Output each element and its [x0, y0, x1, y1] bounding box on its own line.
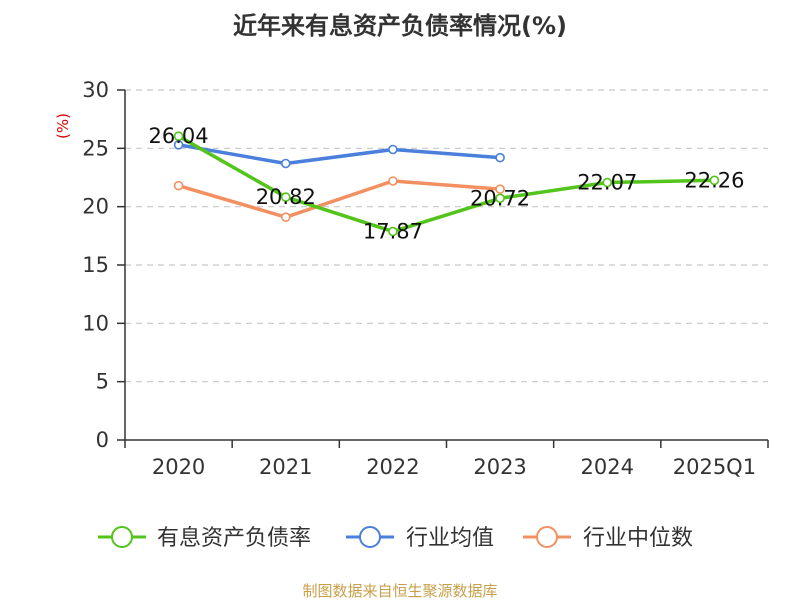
data-point — [388, 226, 398, 237]
grid-lines — [125, 89, 768, 383]
data-point — [173, 180, 184, 191]
data-label: 17.87 — [363, 220, 423, 244]
data-point — [388, 176, 398, 186]
y-tick-label: 0 — [96, 428, 109, 452]
series-line-0 — [177, 134, 715, 234]
series-line-2 — [178, 179, 501, 219]
y-tick-label: 5 — [96, 370, 109, 394]
data-point — [709, 175, 720, 186]
legend-label: 行业均值 — [406, 526, 494, 551]
legend-label: 有息资产负债率 — [157, 526, 311, 551]
data-point — [495, 193, 505, 204]
data-point — [280, 158, 291, 169]
x-tick-label: 2022 — [366, 455, 419, 479]
legend: 有息资产负债率 行业均值 行业中位数 — [98, 526, 693, 551]
x-tick-label: 2020 — [152, 455, 205, 479]
data-point — [173, 131, 184, 141]
data-label: 22.26 — [684, 168, 744, 192]
source-note: 制图数据来自恒生聚源数据库 — [302, 582, 497, 600]
data-point — [602, 177, 613, 188]
y-tick-label: 10 — [82, 311, 109, 335]
legend-marker — [359, 526, 381, 548]
data-point — [495, 184, 505, 194]
x-tick-label: 2024 — [581, 455, 634, 479]
legend-label: 行业中位数 — [583, 526, 693, 551]
y-tick-label: 20 — [82, 195, 109, 219]
y-tick-label: 30 — [82, 78, 109, 102]
y-axis-unit: (%) — [54, 113, 72, 139]
data-label: 22.07 — [577, 171, 637, 195]
data-label: 26.04 — [149, 124, 209, 148]
x-tick-label: 2023 — [473, 455, 526, 479]
data-point — [495, 152, 505, 163]
x-tick-label: 2021 — [259, 455, 312, 479]
chart-title: 近年来有息资产负债率情况(%) — [233, 12, 567, 40]
data-point — [388, 144, 398, 155]
data-labels: 26.04 20.82 17.87 20.72 22.07 22.26 — [149, 124, 745, 243]
legend-marker — [536, 526, 558, 548]
data-label: 20.82 — [256, 185, 316, 209]
axes: 0 5 10 15 20 25 30 2020 2021 2022 2023 2024 2025Q1 — [82, 78, 769, 479]
legend-marker — [111, 526, 133, 548]
data-label: 20.72 — [470, 186, 530, 210]
data-point — [280, 192, 291, 202]
x-tick-label: 2025Q1 — [673, 455, 756, 479]
data-point — [280, 212, 291, 222]
y-tick-label: 15 — [82, 253, 109, 277]
y-tick-label: 25 — [82, 136, 109, 160]
series-lines — [173, 131, 720, 237]
series-line-1 — [178, 143, 501, 166]
